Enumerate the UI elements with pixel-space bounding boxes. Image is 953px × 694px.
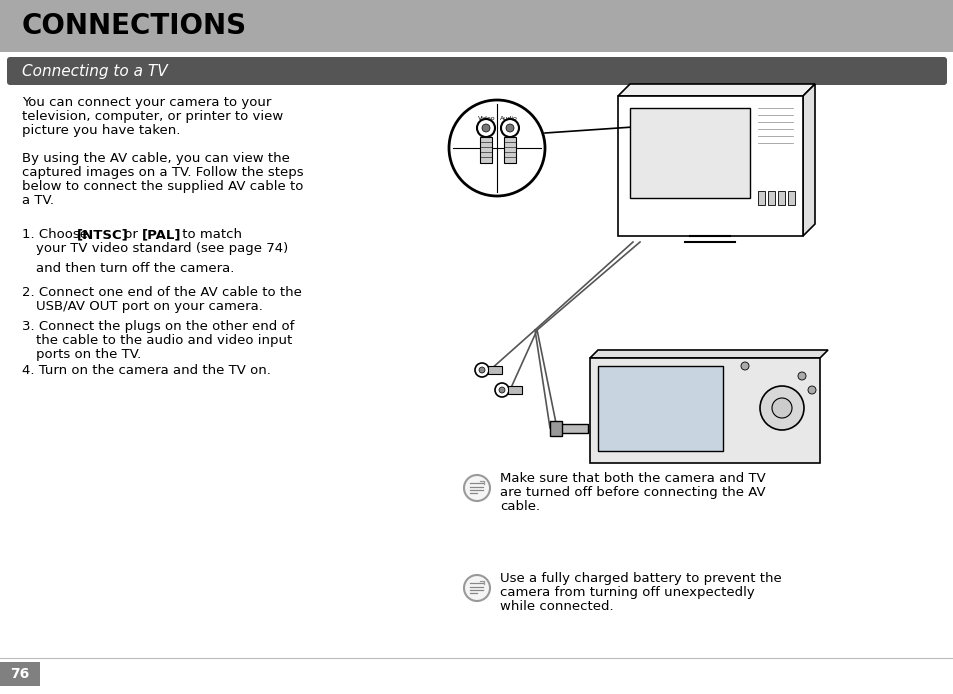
FancyBboxPatch shape [0, 662, 40, 686]
FancyBboxPatch shape [778, 191, 784, 205]
Circle shape [463, 475, 490, 501]
Text: or: or [120, 228, 142, 241]
Text: below to connect the supplied AV cable to: below to connect the supplied AV cable t… [22, 180, 303, 193]
Circle shape [807, 386, 815, 394]
Polygon shape [802, 84, 814, 236]
FancyBboxPatch shape [767, 191, 774, 205]
Text: television, computer, or printer to view: television, computer, or printer to view [22, 110, 283, 123]
FancyBboxPatch shape [598, 366, 722, 451]
Circle shape [475, 363, 489, 377]
FancyBboxPatch shape [479, 137, 492, 163]
Text: 76: 76 [10, 667, 30, 681]
Circle shape [478, 367, 484, 373]
FancyBboxPatch shape [7, 57, 946, 85]
Text: to match: to match [178, 228, 242, 241]
Text: Make sure that both the camera and TV: Make sure that both the camera and TV [499, 472, 765, 485]
FancyBboxPatch shape [787, 191, 794, 205]
FancyBboxPatch shape [488, 366, 501, 374]
FancyBboxPatch shape [618, 96, 802, 236]
Text: are turned off before connecting the AV: are turned off before connecting the AV [499, 486, 765, 499]
Circle shape [463, 575, 490, 601]
Text: You can connect your camera to your: You can connect your camera to your [22, 96, 271, 109]
FancyBboxPatch shape [559, 424, 587, 433]
Text: Audio: Audio [499, 116, 517, 121]
FancyBboxPatch shape [507, 386, 521, 394]
Text: 3. Connect the plugs on the other end of: 3. Connect the plugs on the other end of [22, 320, 294, 333]
Polygon shape [589, 350, 827, 358]
FancyBboxPatch shape [503, 137, 516, 163]
Text: picture you have taken.: picture you have taken. [22, 124, 180, 137]
Text: 2. Connect one end of the AV cable to the: 2. Connect one end of the AV cable to th… [22, 286, 301, 299]
FancyBboxPatch shape [758, 191, 764, 205]
Text: a TV.: a TV. [22, 194, 54, 207]
Text: 1. Choose: 1. Choose [22, 228, 92, 241]
FancyBboxPatch shape [0, 0, 953, 52]
Text: By using the AV cable, you can view the: By using the AV cable, you can view the [22, 152, 290, 165]
FancyBboxPatch shape [550, 421, 561, 436]
Text: CONNECTIONS: CONNECTIONS [22, 12, 247, 40]
Text: [PAL]: [PAL] [142, 228, 181, 241]
Circle shape [500, 119, 518, 137]
Text: Video: Video [477, 116, 496, 121]
Text: the cable to the audio and video input: the cable to the audio and video input [36, 334, 292, 347]
Text: Connecting to a TV: Connecting to a TV [22, 63, 168, 78]
Text: while connected.: while connected. [499, 600, 613, 613]
Circle shape [481, 124, 490, 132]
Text: camera from turning off unexpectedly: camera from turning off unexpectedly [499, 586, 754, 599]
Circle shape [505, 124, 514, 132]
Circle shape [760, 386, 803, 430]
Text: [NTSC]: [NTSC] [77, 228, 129, 241]
Circle shape [495, 383, 509, 397]
Text: Use a fully charged battery to prevent the: Use a fully charged battery to prevent t… [499, 572, 781, 585]
Text: 4. Turn on the camera and the TV on.: 4. Turn on the camera and the TV on. [22, 364, 271, 377]
Text: and then turn off the camera.: and then turn off the camera. [36, 262, 234, 275]
Text: your TV video standard (see page 74): your TV video standard (see page 74) [36, 242, 288, 255]
Circle shape [771, 398, 791, 418]
Text: USB/AV OUT port on your camera.: USB/AV OUT port on your camera. [36, 300, 263, 313]
FancyBboxPatch shape [629, 108, 749, 198]
Polygon shape [618, 84, 814, 96]
Circle shape [797, 372, 805, 380]
Text: captured images on a TV. Follow the steps: captured images on a TV. Follow the step… [22, 166, 303, 179]
Circle shape [476, 119, 495, 137]
Circle shape [740, 362, 748, 370]
Circle shape [498, 387, 504, 393]
Text: ports on the TV.: ports on the TV. [36, 348, 141, 361]
Circle shape [449, 100, 544, 196]
Text: cable.: cable. [499, 500, 539, 513]
FancyBboxPatch shape [589, 358, 820, 463]
